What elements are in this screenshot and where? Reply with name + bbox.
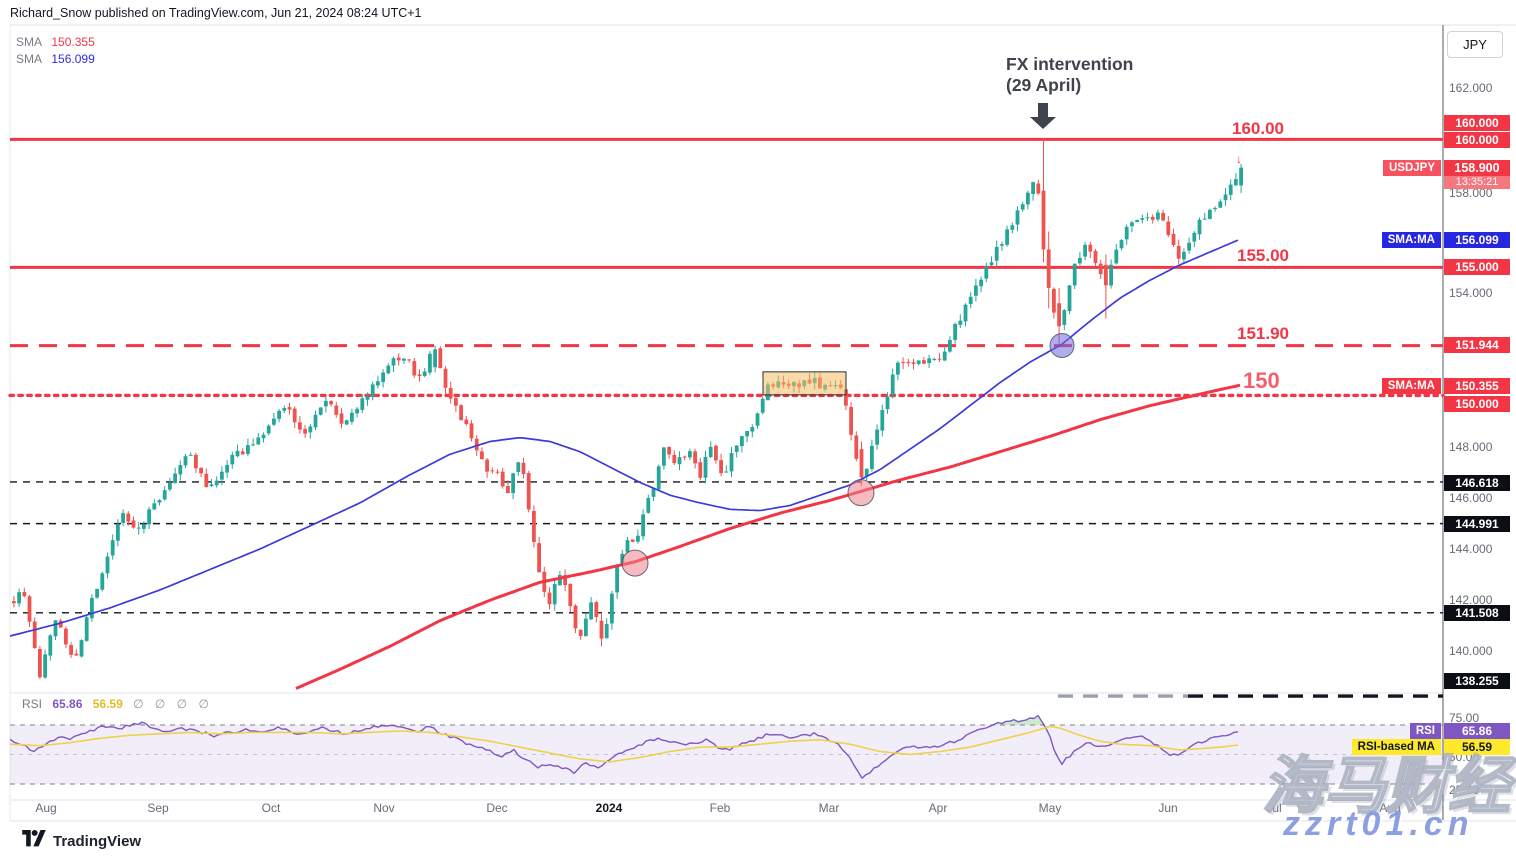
x-axis-label: Apr xyxy=(928,801,948,815)
axis-value-badge: 160.000 xyxy=(1444,115,1510,131)
rsi-legend: RSI 65.86 56.59 ∅ ∅ ∅ ∅ xyxy=(22,697,220,711)
axis-value-badge: 156.099 xyxy=(1444,232,1510,248)
tradingview-logo[interactable]: TradingView xyxy=(22,830,141,852)
y-axis-tick: 142.000 xyxy=(1449,593,1493,607)
consolidation-box xyxy=(762,371,847,396)
highlight-circle xyxy=(847,479,875,507)
rsi-value: 65.86 xyxy=(52,697,83,711)
axis-value-badge: 138.255 xyxy=(1444,673,1510,689)
y-axis-tick: 140.000 xyxy=(1449,644,1493,658)
axis-value-badge: 146.618 xyxy=(1444,475,1510,491)
x-axis-label: Aug xyxy=(1379,801,1401,815)
x-axis-label: Jun xyxy=(1158,801,1178,815)
last-price-badge: 158.900 13:35:21 xyxy=(1444,160,1510,189)
y-axis-tick: 146.000 xyxy=(1449,491,1493,505)
x-axis-label: May xyxy=(1038,801,1062,815)
x-axis-label: Oct xyxy=(261,801,281,815)
x-axis-label: Jul xyxy=(1266,801,1282,815)
sma1-label: SMA xyxy=(16,35,43,49)
x-axis-label: Mar xyxy=(818,801,840,815)
axis-value-badge: 160.000 xyxy=(1444,132,1510,148)
rsi-label: RSI xyxy=(22,697,43,711)
x-axis-label: Dec xyxy=(486,801,508,815)
rsi-plot xyxy=(10,714,1240,779)
moving-averages xyxy=(10,239,1241,690)
x-axis-label: Sep xyxy=(147,801,169,815)
line-label-badge: USDJPY xyxy=(1382,160,1441,176)
axis-value-badge: 151.944 xyxy=(1444,337,1510,353)
y-axis-tick: 75.00 xyxy=(1449,711,1480,725)
y-axis-tick: 162.000 xyxy=(1449,81,1493,95)
y-axis-tick: 144.000 xyxy=(1449,542,1493,556)
bar-countdown: 13:35:21 xyxy=(1444,176,1510,189)
x-axis-label: Feb xyxy=(709,801,731,815)
sma2-label: SMA xyxy=(16,52,43,66)
y-axis-tick: 148.000 xyxy=(1449,440,1493,454)
byline: Richard_Snow published on TradingView.co… xyxy=(10,6,422,20)
x-axis-label: Nov xyxy=(373,801,395,815)
sma1-value: 150.355 xyxy=(51,35,95,49)
axis-value-badge: 141.508 xyxy=(1444,605,1510,621)
y-axis-tick: 158.000 xyxy=(1449,186,1493,200)
y-axis-tick: 25.00 xyxy=(1449,783,1480,797)
axis-value-badge: 150.000 xyxy=(1444,396,1510,412)
last-price-value: 158.900 xyxy=(1444,160,1510,176)
indicator-legend: SMA 150.355 SMA 156.099 xyxy=(16,34,101,68)
tradingview-logo-text: TradingView xyxy=(53,832,142,850)
x-axis-label: 2024 xyxy=(595,801,623,815)
line-label-badge: RSI xyxy=(1409,723,1441,739)
y-axis-tick: 154.000 xyxy=(1449,286,1493,300)
axis-value-badge: 144.991 xyxy=(1444,516,1510,532)
highlight-circle xyxy=(621,549,649,577)
tradingview-logo-icon xyxy=(22,830,46,852)
line-label-badge: SMA:MA xyxy=(1381,378,1441,394)
down-arrow-icon xyxy=(1030,103,1056,129)
line-label-badge: RSI-based MA xyxy=(1351,739,1441,755)
axis-value-badge: 65.86 xyxy=(1444,723,1510,739)
highlight-circle xyxy=(1049,332,1075,358)
axis-value-badge: 56.59 xyxy=(1444,739,1510,755)
candles xyxy=(12,138,1243,680)
rsi-empty-params: ∅ ∅ ∅ ∅ xyxy=(133,697,213,711)
line-label-badge: SMA:MA xyxy=(1381,232,1441,248)
x-axis-label: Aug xyxy=(35,801,57,815)
rsi-band xyxy=(10,725,1443,784)
currency-toggle-button[interactable]: JPY xyxy=(1447,31,1503,58)
axis-value-badge: 155.000 xyxy=(1444,259,1510,275)
sma2-value: 156.099 xyxy=(51,52,95,66)
axis-value-badge: 150.355 xyxy=(1444,378,1510,394)
rsi-ma-value: 56.59 xyxy=(92,697,123,711)
